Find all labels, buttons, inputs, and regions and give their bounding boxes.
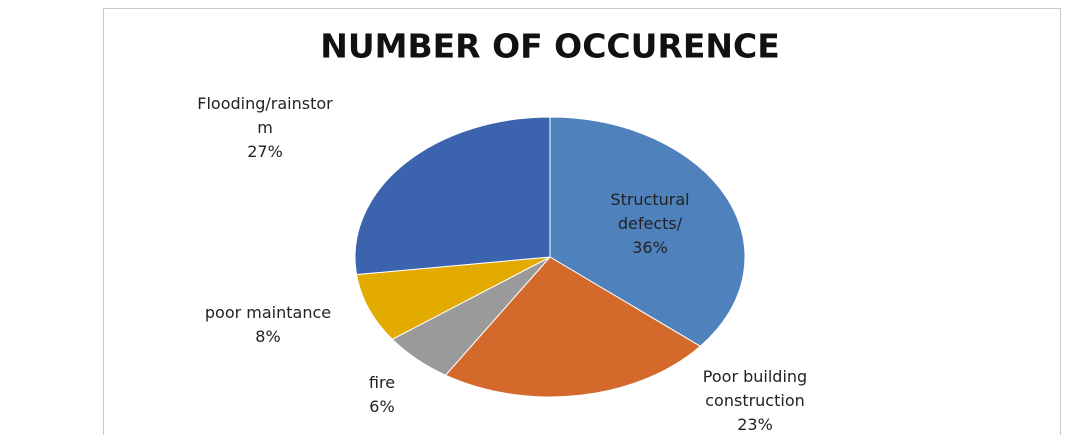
chart-frame xyxy=(103,8,1061,435)
slice-category: fire xyxy=(368,373,396,392)
slice-percent: 36% xyxy=(632,238,668,257)
slice-category: Poor building construction xyxy=(702,367,808,410)
slice-label: Flooding/rainstorm 27% xyxy=(190,92,340,164)
slice-percent: 23% xyxy=(737,415,773,434)
slice-label: Structural defects/36% xyxy=(595,188,705,260)
slice-category: Structural defects/ xyxy=(610,190,690,233)
chart-title: NUMBER OF OCCURENCE xyxy=(320,27,780,66)
slice-percent: 8% xyxy=(255,327,281,346)
slice-percent: 6% xyxy=(369,397,395,416)
pie-slice xyxy=(549,116,746,347)
slice-category: Flooding/rainstorm xyxy=(197,94,333,137)
slice-label: Poor building construction 23% xyxy=(670,365,840,437)
slice-percent: 27% xyxy=(247,142,283,161)
slice-label: poor maintance 8% xyxy=(168,301,368,349)
slice-label: fire 6% xyxy=(342,371,422,419)
slice-category: poor maintance xyxy=(204,303,332,322)
pie-slice xyxy=(444,256,702,398)
pie-slice xyxy=(354,116,551,276)
pie-slice xyxy=(355,256,551,340)
